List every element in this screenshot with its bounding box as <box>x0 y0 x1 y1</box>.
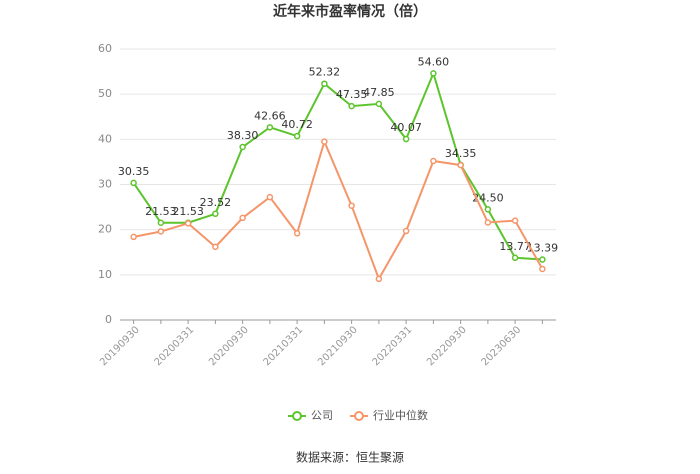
data-label: 21.53 <box>172 205 204 218</box>
legend-marker <box>292 411 302 421</box>
point <box>511 254 519 262</box>
x-tick-label: 20220930 <box>425 324 469 368</box>
point <box>484 206 492 213</box>
x-tick-label: 20200930 <box>207 324 251 368</box>
point <box>239 143 246 151</box>
data-label: 52.32 <box>309 66 341 79</box>
point <box>157 219 165 227</box>
x-tick-label: 20230630 <box>480 324 524 368</box>
point <box>293 132 301 140</box>
data-label: 13.77 <box>499 240 531 253</box>
point <box>212 210 219 218</box>
point <box>539 265 546 273</box>
point <box>293 230 301 237</box>
x-tick-label: 20200331 <box>153 324 197 368</box>
point <box>402 227 410 235</box>
point <box>184 220 192 227</box>
point <box>239 214 246 222</box>
source: 数据来源：恒生聚源 <box>296 450 404 465</box>
point <box>539 256 546 263</box>
chart-title: 近年来市盈率情况（倍） <box>273 3 427 20</box>
point <box>430 157 437 165</box>
point <box>321 138 328 145</box>
data-label: 54.60 <box>418 55 450 68</box>
point <box>457 161 464 169</box>
point <box>130 179 137 187</box>
x-tick-label: 20210331 <box>262 324 306 368</box>
data-label: 30.35 <box>118 165 150 178</box>
y-tick-label: 0 <box>105 313 112 326</box>
data-label: 38.30 <box>227 129 259 142</box>
y-tick-label: 60 <box>98 42 112 55</box>
y-tick-label: 50 <box>98 87 112 100</box>
point <box>130 233 137 241</box>
y-tick-label: 40 <box>98 132 112 145</box>
data-label: 13.39 <box>527 242 559 255</box>
legend-marker <box>354 411 364 421</box>
data-label: 23.52 <box>200 196 232 209</box>
point <box>402 135 410 143</box>
data-label: 47.85 <box>363 86 395 99</box>
data-label: 42.66 <box>254 109 286 122</box>
point <box>484 219 492 226</box>
point <box>430 70 437 77</box>
y-tick-label: 30 <box>98 178 112 191</box>
point <box>375 100 383 108</box>
point <box>348 102 355 110</box>
x-tick-label: 20190930 <box>98 324 142 368</box>
point <box>321 80 328 87</box>
data-label: 21.53 <box>145 205 177 218</box>
data-label: 40.72 <box>281 118 313 131</box>
legend-label: 公司 <box>311 409 333 422</box>
point <box>266 124 274 131</box>
series-line <box>132 70 543 261</box>
data-label: 47.35 <box>336 88 368 101</box>
data-label: 40.07 <box>390 121 422 134</box>
y-tick-label: 10 <box>98 268 112 281</box>
x-tick-label: 20220331 <box>371 324 415 368</box>
legend-label: 行业中位数 <box>373 408 428 422</box>
data-label: 34.35 <box>445 147 477 160</box>
data-label: 24.50 <box>472 191 504 204</box>
series-line <box>133 138 544 282</box>
point <box>157 228 165 235</box>
point <box>212 243 219 251</box>
point <box>375 275 383 283</box>
x-tick-label: 20210930 <box>316 324 360 368</box>
point <box>348 202 355 209</box>
y-tick-label: 20 <box>98 223 112 236</box>
point <box>266 193 274 201</box>
point <box>511 217 519 224</box>
